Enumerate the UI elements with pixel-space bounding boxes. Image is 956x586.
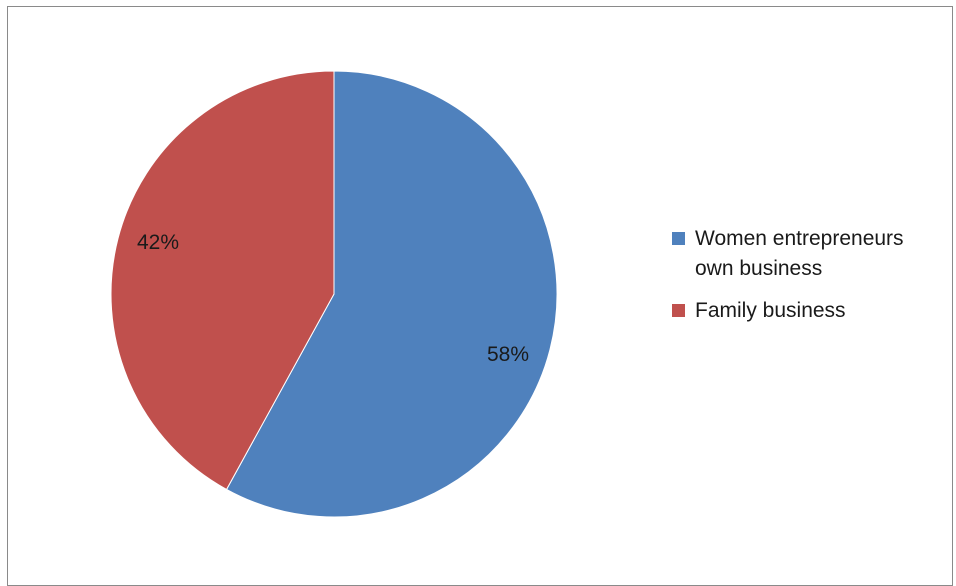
- pie-slice-women-entrepreneurs: [225, 70, 558, 518]
- legend-swatch-family-business: [672, 304, 685, 317]
- data-label-women-entrepreneurs: 58%: [487, 343, 529, 366]
- legend-item-women-entrepreneurs: Women entrepreneurs own business: [672, 224, 952, 284]
- legend-label-family-business: Family business: [695, 299, 846, 322]
- data-label-family-business: 42%: [137, 231, 179, 254]
- legend-label-women-entrepreneurs: Women entrepreneurs own business: [695, 227, 904, 280]
- legend-item-family-business: Family business: [672, 296, 952, 326]
- legend-swatch-women-entrepreneurs: [672, 232, 685, 245]
- legend: Women entrepreneurs own business Family …: [672, 224, 952, 338]
- pie-slice-family-business: [110, 70, 335, 491]
